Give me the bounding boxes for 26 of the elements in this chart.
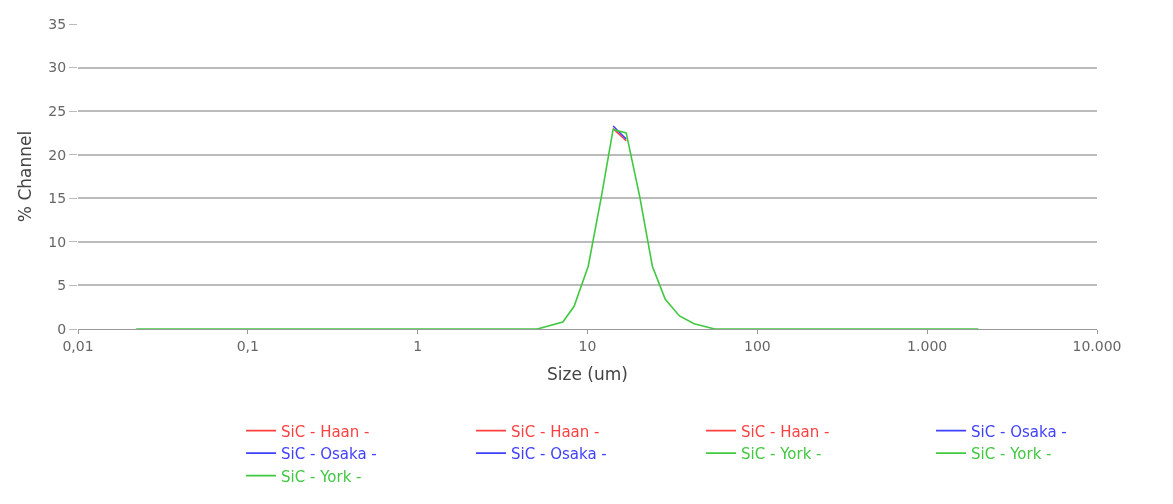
y-tick-label: 35 <box>48 15 67 32</box>
x-tick-label: 1.000 <box>907 337 948 354</box>
y-tick-label: 5 <box>57 277 67 294</box>
legend-label: SiC - Haan - <box>281 422 370 441</box>
y-tick-label: 10 <box>48 233 67 250</box>
legend-label: SiC - Haan - <box>741 422 830 441</box>
legend-label: SiC - York - <box>741 445 822 463</box>
legend-label: SiC - Osaka - <box>281 445 377 463</box>
y-axis-title: % Channel <box>14 130 35 223</box>
y-tick-label: 25 <box>48 103 67 120</box>
y-tick-label: 0 <box>57 320 67 337</box>
x-tick-label: 0,1 <box>236 337 259 354</box>
legend-label: SiC - Haan - <box>511 422 600 441</box>
legend-label: SiC - Osaka - <box>511 445 607 463</box>
x-tick-label: 100 <box>743 337 771 354</box>
y-tick-label: 20 <box>48 146 67 163</box>
x-tick-label: 10.000 <box>1072 337 1122 354</box>
x-tick-label: 1 <box>413 337 423 354</box>
y-tick-label: 30 <box>48 59 67 76</box>
x-tick-label: 10 <box>578 337 597 354</box>
x-tick-label: 0,01 <box>62 337 94 354</box>
legend-label: SiC - York - <box>281 467 362 486</box>
legend-label: SiC - Osaka - <box>971 422 1067 441</box>
y-tick-label: 15 <box>48 190 67 207</box>
x-axis-title: Size (um) <box>547 364 628 385</box>
legend-label: SiC - York - <box>971 445 1052 463</box>
